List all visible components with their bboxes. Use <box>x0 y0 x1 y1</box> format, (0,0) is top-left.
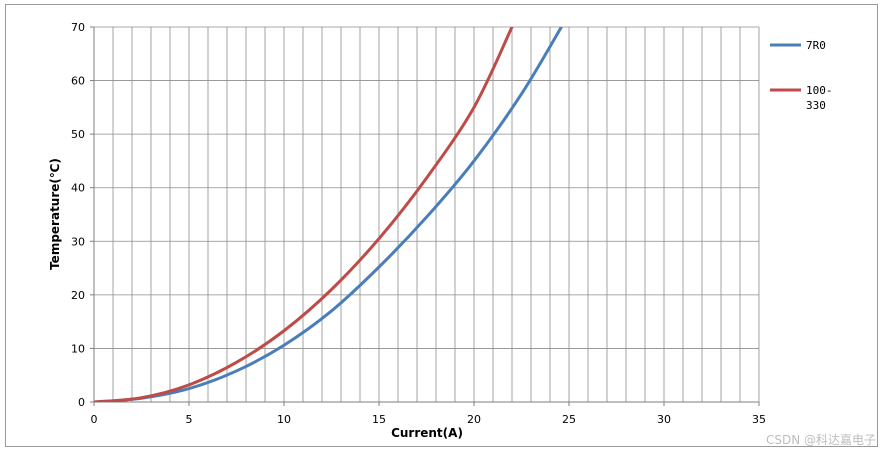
y-axis-label: Temperature(℃) <box>48 158 62 270</box>
y-tick-label: 70 <box>71 21 85 34</box>
y-tick-label: 40 <box>71 182 85 195</box>
y-tick-label: 50 <box>71 128 85 141</box>
x-tick-label: 35 <box>752 413 766 426</box>
legend: 7R0 100-330 <box>770 39 833 112</box>
x-tick-label: 0 <box>91 413 98 426</box>
y-tick-label: 10 <box>71 342 85 355</box>
x-tick-label: 20 <box>467 413 481 426</box>
grid-lines <box>94 26 760 402</box>
legend-label: 100-330 <box>806 84 833 112</box>
series-line-2 <box>94 27 514 402</box>
y-tick-label: 30 <box>71 235 85 248</box>
x-tick-label: 5 <box>186 413 193 426</box>
x-tick-label: 30 <box>657 413 671 426</box>
y-tick-label: 60 <box>71 75 85 88</box>
y-tick-label: 0 <box>78 396 85 409</box>
watermark: CSDN @科达嘉电子 <box>766 433 876 447</box>
y-tick-label: 20 <box>71 289 85 302</box>
y-tick-labels: 0 10 20 30 40 50 60 70 <box>71 21 85 409</box>
x-tick-label: 15 <box>372 413 386 426</box>
x-tick-label: 25 <box>562 413 576 426</box>
series-line-1 <box>94 27 563 402</box>
axes <box>90 26 760 406</box>
chart-frame <box>5 4 878 447</box>
x-axis-label: Current(A) <box>391 426 463 440</box>
legend-label: 7R0 <box>806 39 826 52</box>
x-tick-label: 10 <box>277 413 291 426</box>
series-lines <box>94 27 563 402</box>
x-tick-labels: 0 5 10 15 20 25 30 35 <box>91 413 767 426</box>
